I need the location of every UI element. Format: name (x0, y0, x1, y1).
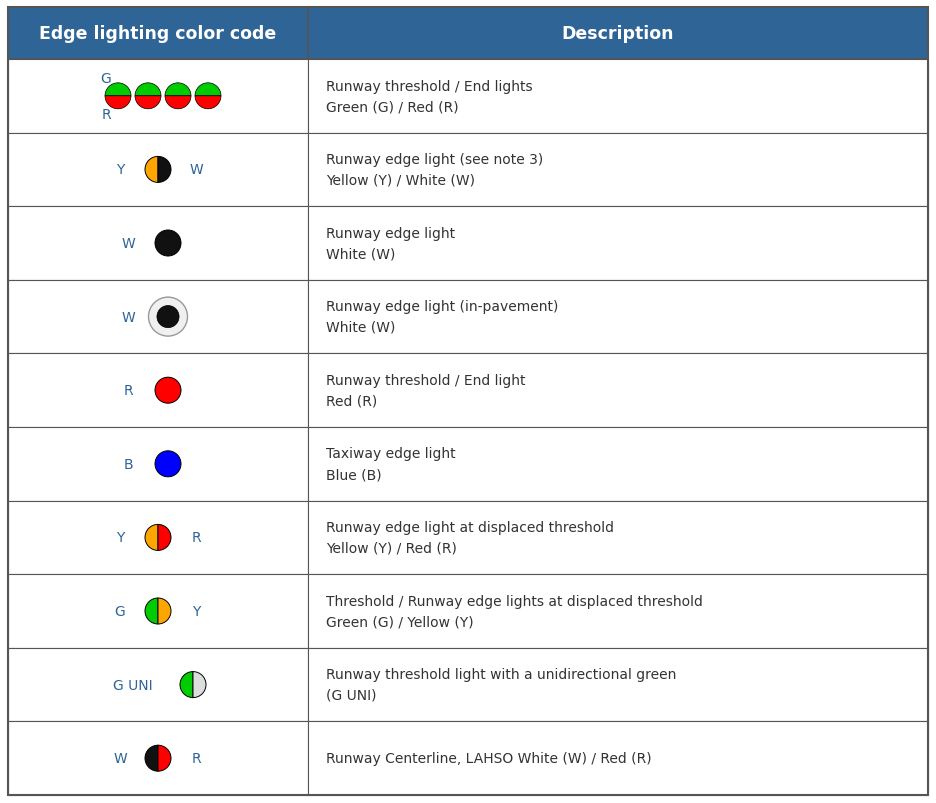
Text: Runway Centerline, LAHSO White (W) / Red (R): Runway Centerline, LAHSO White (W) / Red… (326, 752, 651, 765)
Wedge shape (158, 598, 171, 624)
Circle shape (155, 230, 181, 257)
FancyBboxPatch shape (308, 501, 928, 574)
Circle shape (149, 298, 187, 336)
Wedge shape (165, 84, 191, 96)
Wedge shape (135, 96, 161, 110)
Text: Runway edge light
White (W): Runway edge light White (W) (326, 226, 455, 261)
Text: B: B (124, 457, 133, 471)
Text: Runway threshold light with a unidirectional green
(G UNI): Runway threshold light with a unidirecti… (326, 667, 677, 702)
Text: R: R (191, 752, 201, 765)
Circle shape (157, 306, 179, 328)
FancyBboxPatch shape (308, 427, 928, 501)
Wedge shape (145, 745, 158, 771)
Wedge shape (180, 672, 193, 698)
FancyBboxPatch shape (8, 574, 308, 648)
FancyBboxPatch shape (308, 280, 928, 354)
FancyBboxPatch shape (8, 648, 308, 722)
FancyBboxPatch shape (8, 207, 308, 280)
FancyBboxPatch shape (308, 207, 928, 280)
Wedge shape (165, 96, 191, 110)
Text: Y: Y (116, 163, 124, 177)
Text: R: R (191, 531, 201, 544)
Text: Runway threshold / End light
Red (R): Runway threshold / End light Red (R) (326, 373, 525, 408)
Wedge shape (105, 96, 131, 110)
Text: R: R (124, 384, 133, 397)
Circle shape (155, 451, 181, 477)
Text: Edge lighting color code: Edge lighting color code (39, 25, 277, 43)
FancyBboxPatch shape (308, 354, 928, 427)
Text: Y: Y (192, 604, 200, 618)
Circle shape (155, 377, 181, 404)
Wedge shape (195, 84, 221, 96)
Text: W: W (189, 163, 203, 177)
Wedge shape (145, 524, 158, 551)
Text: W: W (121, 237, 135, 251)
FancyBboxPatch shape (8, 60, 308, 133)
Wedge shape (105, 84, 131, 96)
Wedge shape (135, 84, 161, 96)
FancyBboxPatch shape (8, 354, 308, 427)
FancyBboxPatch shape (308, 133, 928, 207)
Wedge shape (158, 745, 171, 771)
Wedge shape (193, 672, 206, 698)
Text: Taxiway edge light
Blue (B): Taxiway edge light Blue (B) (326, 447, 456, 482)
Text: G UNI: G UNI (113, 678, 153, 691)
Wedge shape (145, 598, 158, 624)
Wedge shape (195, 96, 221, 110)
Text: R: R (101, 108, 110, 121)
FancyBboxPatch shape (308, 60, 928, 133)
Wedge shape (145, 157, 158, 183)
FancyBboxPatch shape (308, 648, 928, 722)
Text: Y: Y (116, 531, 124, 544)
Text: W: W (121, 310, 135, 324)
Wedge shape (158, 157, 171, 183)
FancyBboxPatch shape (8, 280, 308, 354)
Text: G: G (101, 71, 111, 86)
Text: W: W (113, 752, 127, 765)
Text: Runway edge light (in-pavement)
White (W): Runway edge light (in-pavement) White (W… (326, 300, 559, 335)
Text: Runway edge light at displaced threshold
Yellow (Y) / Red (R): Runway edge light at displaced threshold… (326, 520, 614, 555)
FancyBboxPatch shape (308, 8, 928, 60)
FancyBboxPatch shape (8, 133, 308, 207)
FancyBboxPatch shape (308, 722, 928, 795)
FancyBboxPatch shape (308, 574, 928, 648)
FancyBboxPatch shape (8, 8, 308, 60)
Text: Threshold / Runway edge lights at displaced threshold
Green (G) / Yellow (Y): Threshold / Runway edge lights at displa… (326, 594, 703, 629)
FancyBboxPatch shape (8, 501, 308, 574)
Text: G: G (114, 604, 125, 618)
FancyBboxPatch shape (8, 722, 308, 795)
Wedge shape (158, 524, 171, 551)
Text: Runway edge light (see note 3)
Yellow (Y) / White (W): Runway edge light (see note 3) Yellow (Y… (326, 153, 543, 187)
Text: Runway threshold / End lights
Green (G) / Red (R): Runway threshold / End lights Green (G) … (326, 79, 533, 114)
Text: Description: Description (562, 25, 674, 43)
FancyBboxPatch shape (8, 427, 308, 501)
